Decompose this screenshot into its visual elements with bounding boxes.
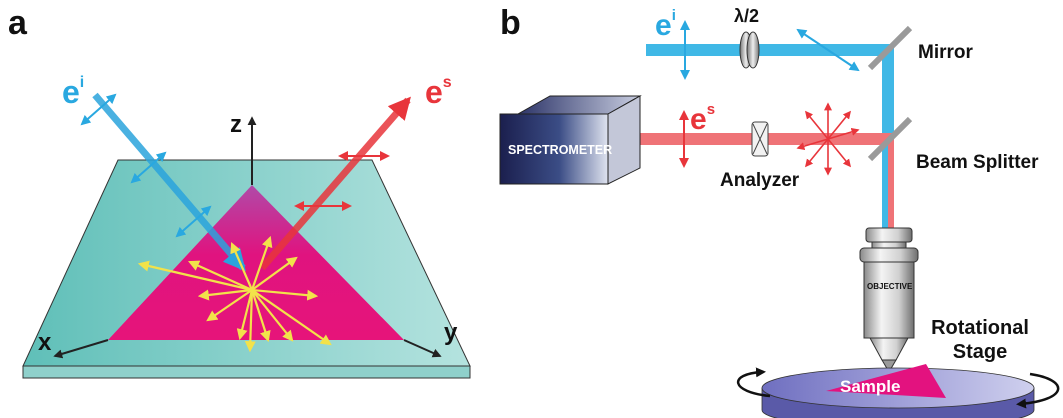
half-wave-plate [739, 31, 760, 69]
scattered-beam-vertical [888, 140, 894, 236]
beam-splitter-label: Beam Splitter [916, 152, 1039, 173]
scattered-polarization-star [796, 102, 860, 176]
analyzer [751, 121, 769, 157]
y-axis [403, 339, 442, 358]
z-axis-label: z [230, 111, 242, 138]
panel-a: a z x y ei es [8, 4, 471, 379]
objective-lens [859, 227, 919, 373]
substrate-side [22, 365, 471, 379]
x-axis-label: x [38, 329, 52, 356]
mirror-label: Mirror [918, 42, 974, 63]
incident-polarization-arrow [80, 93, 117, 126]
incident-field-label-b: ei [655, 7, 676, 42]
panel-b-label: b [500, 4, 521, 42]
sample-label: Sample [840, 377, 900, 396]
incident-beam-horizontal [646, 44, 894, 56]
rotated-polarization-arrow [796, 28, 860, 72]
panel-b: b ei λ/2 Mirror Beam Splitter SPEC [499, 4, 1060, 418]
incident-field-label: ei [62, 74, 84, 110]
incident-polarization-arrow [130, 151, 167, 184]
scattered-field-label: es [425, 74, 452, 110]
rotational-stage-label-line2: Stage [953, 341, 1007, 363]
sample-flake [826, 364, 946, 398]
beam-splitter [867, 116, 913, 162]
spectrometer [499, 95, 642, 185]
incident-polarization-arrow [175, 205, 212, 238]
spectrometer-label: SPECTROMETER [508, 143, 612, 157]
rotation-arrow-left [737, 367, 771, 398]
panel-a-label: a [8, 4, 28, 42]
scattered-field-label-b: es [690, 101, 715, 136]
analyzer-label: Analyzer [720, 170, 800, 191]
x-axis [53, 339, 109, 359]
triangular-flake [108, 185, 404, 340]
rotational-stage-label-line1: Rotational [931, 317, 1029, 339]
incident-beam [92, 92, 246, 272]
y-axis-label: y [444, 319, 458, 346]
mirror [867, 25, 913, 71]
objective-label: OBJECTIVE [867, 282, 913, 291]
polarization-fan [137, 235, 332, 353]
half-wave-plate-label: λ/2 [734, 6, 759, 26]
rotation-arrow-right [1016, 372, 1060, 409]
scattered-beam [259, 96, 411, 271]
